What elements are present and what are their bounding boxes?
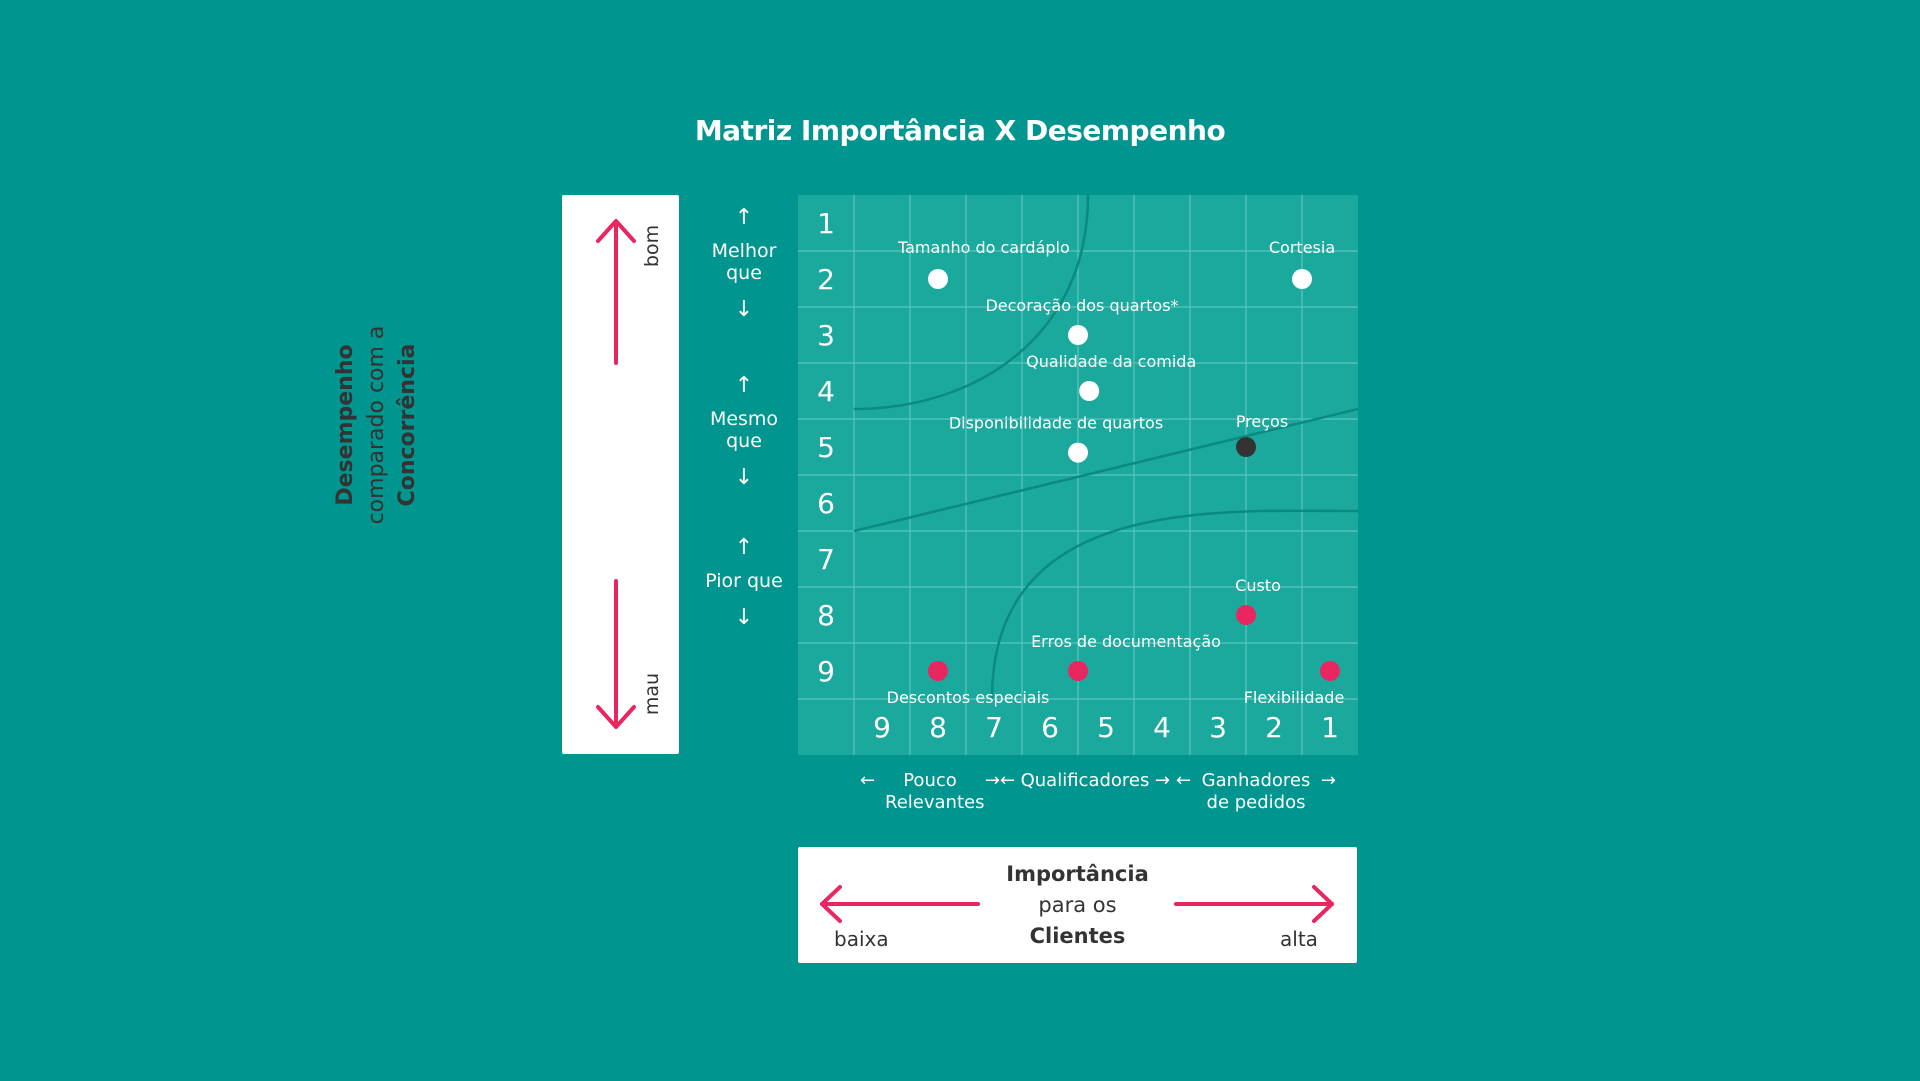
- importance-axis-line3: Clientes: [1029, 924, 1126, 948]
- data-point: [1068, 661, 1088, 681]
- right-arrow-icon: →: [984, 770, 1000, 791]
- data-label: Flexibilidade: [1244, 688, 1345, 707]
- data-point: [1236, 605, 1256, 625]
- performance-axis-card: Desempenho comparado com a Concorrência …: [333, 195, 679, 754]
- performance-bad-label: mau: [641, 672, 664, 716]
- data-point: [1320, 661, 1340, 681]
- data-point: [1068, 442, 1088, 463]
- importance-performance-chart: 1 2 3 4 5 6 7 8 9 9 8 7 6 5 4 3 2 1 Tamanho do cardáplo Cor…: [798, 195, 1358, 755]
- xcat-pouco-label: Pouco Relevantes: [885, 770, 985, 813]
- performance-axis-line1: Desempenho: [333, 344, 358, 506]
- band-better-label: Melhor que: [711, 240, 777, 284]
- performance-arrow: [596, 219, 636, 729]
- band-worse: ↑ Pior que ↓: [700, 536, 788, 630]
- data-point: [1079, 381, 1100, 401]
- y-tick-label: 3: [817, 319, 835, 352]
- x-tick-label: 4: [1153, 711, 1171, 744]
- y-tick-label: 7: [817, 543, 835, 576]
- importance-axis-line1: Importância: [1006, 862, 1149, 886]
- y-tick-label: 8: [817, 599, 835, 632]
- xcat-qualificadores: ← Qualificadores →: [1000, 770, 1170, 792]
- data-point: [928, 269, 948, 289]
- y-tick-label: 5: [817, 431, 835, 464]
- right-arrow-icon: →: [1320, 770, 1336, 791]
- data-label: Preços: [1236, 412, 1288, 431]
- performance-axis-label: Desempenho comparado com a Concorrência: [330, 185, 430, 665]
- y-tick-label: 9: [817, 655, 835, 688]
- down-arrow-icon: ↓: [734, 297, 754, 322]
- performance-axis-line2: comparado com a: [364, 325, 389, 525]
- importance-axis-label: Importância para os Clientes: [798, 859, 1357, 952]
- importance-high-label: alta: [1280, 927, 1318, 951]
- data-label: Cortesia: [1269, 238, 1335, 257]
- x-tick-label: 3: [1209, 711, 1227, 744]
- x-tick-label: 2: [1265, 711, 1283, 744]
- data-point: [928, 661, 948, 681]
- x-tick-label: 5: [1097, 711, 1115, 744]
- band-same-label: Mesmo que: [709, 408, 779, 452]
- xcat-pouco: ← Pouco Relevantes →: [860, 770, 1000, 814]
- data-label: Decoração dos quartos*: [985, 296, 1178, 315]
- band-same: ↑ Mesmo que ↓: [700, 374, 788, 490]
- down-arrow-icon: ↓: [734, 605, 754, 630]
- band-worse-label: Pior que: [705, 570, 783, 592]
- performance-good-label: bom: [641, 224, 664, 268]
- up-arrow-icon: ↑: [734, 535, 754, 560]
- left-arrow-icon: ←: [1000, 770, 1016, 791]
- data-label: Tamanho do cardáplo: [897, 238, 1070, 257]
- region-boundary-middle: [853, 407, 1358, 533]
- right-arrow-icon: →: [1154, 770, 1170, 791]
- region-boundary-top: [853, 195, 1090, 411]
- x-tick-label: 7: [985, 711, 1003, 744]
- data-label: Qualidade da comida: [1026, 352, 1196, 371]
- data-label: Disponibilidade de quartos: [949, 414, 1163, 433]
- y-tick-label: 2: [817, 263, 835, 296]
- xcat-qualificadores-label: Qualificadores: [1020, 770, 1150, 791]
- x-tick-label: 8: [929, 711, 947, 744]
- up-arrow-icon: ↑: [734, 373, 754, 398]
- xcat-ganhadores: ← Ganhadores de pedidos →: [1176, 770, 1336, 814]
- xcat-ganhadores-label: Ganhadores de pedidos: [1201, 770, 1311, 813]
- left-arrow-icon: ←: [860, 770, 876, 791]
- data-label: Descontos especiais: [887, 688, 1050, 707]
- down-arrow-icon: ↓: [734, 465, 754, 490]
- x-tick-label: 1: [1321, 711, 1339, 744]
- performance-axis-line3: Concorrência: [395, 343, 420, 507]
- importance-low-label: baixa: [834, 927, 889, 951]
- y-tick-label: 4: [817, 375, 835, 408]
- data-point: [1236, 437, 1256, 457]
- up-arrow-icon: ↑: [734, 205, 754, 230]
- data-label: Custo: [1235, 576, 1281, 595]
- page-title: Matriz Importância X Desempenho: [694, 114, 1226, 147]
- importance-arrow: [820, 885, 1334, 923]
- left-arrow-icon: ←: [1176, 770, 1192, 791]
- data-point: [1068, 325, 1088, 345]
- importance-axis-line2: para os: [1038, 893, 1117, 917]
- data-point: [1292, 269, 1312, 289]
- importance-axis-card: Importância para os Clientes baixa alta: [798, 847, 1357, 963]
- data-label: Erros de documentação: [1031, 632, 1221, 651]
- band-better: ↑ Melhor que ↓: [700, 206, 788, 322]
- x-tick-label: 6: [1041, 711, 1059, 744]
- y-tick-label: 1: [817, 207, 835, 240]
- x-tick-label: 9: [873, 711, 891, 744]
- y-tick-label: 6: [817, 487, 835, 520]
- region-boundary-bottom: [990, 509, 1358, 700]
